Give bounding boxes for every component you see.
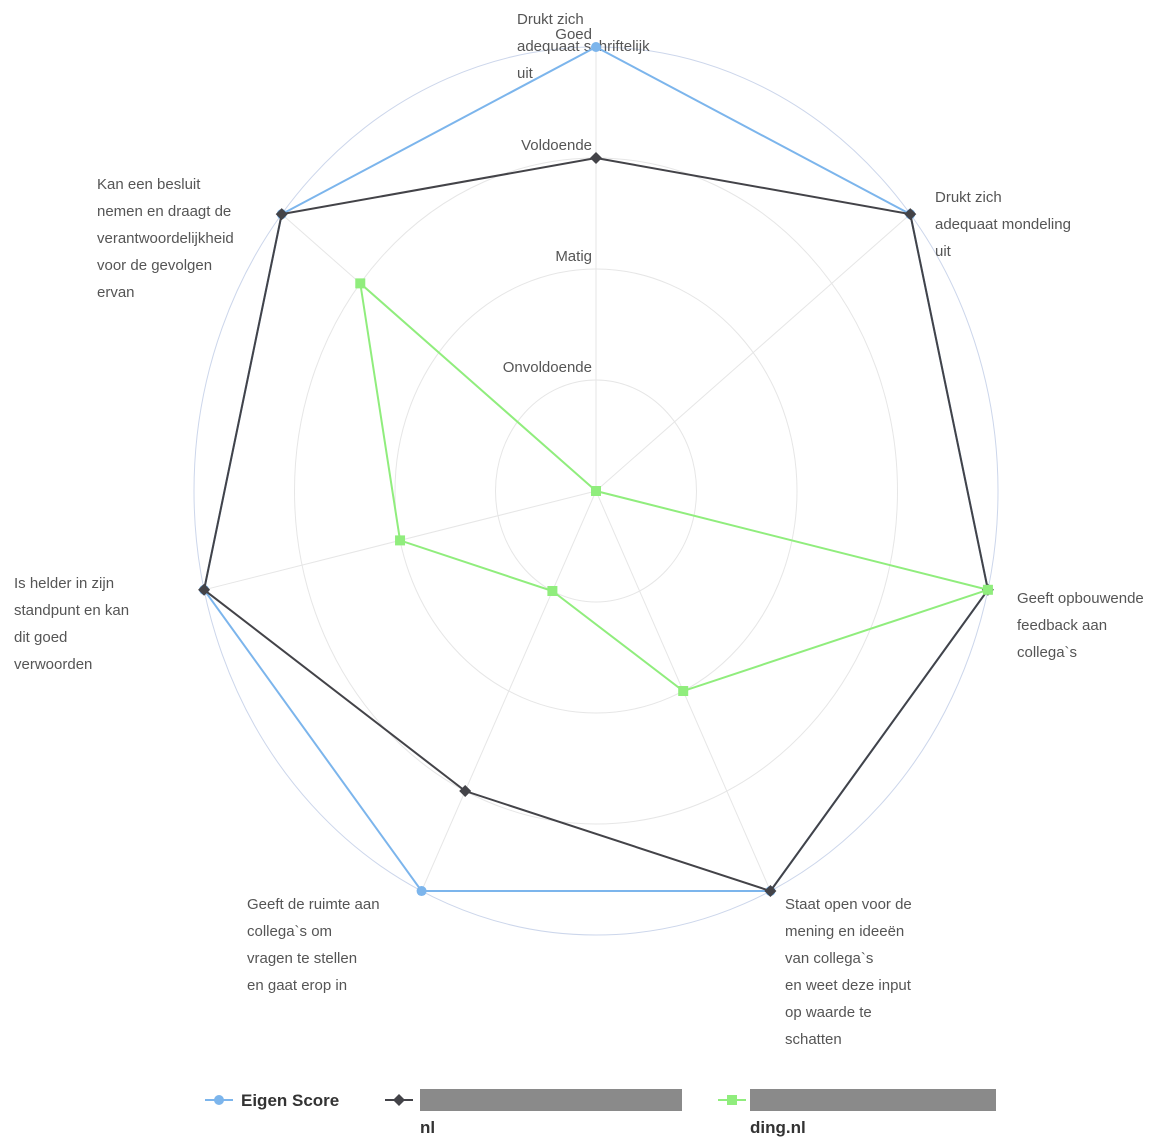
redaction	[750, 1089, 996, 1111]
legend-item: Eigen Score	[205, 1091, 339, 1110]
point	[982, 584, 993, 595]
y-tick-label: Matig	[555, 248, 592, 265]
point	[678, 686, 689, 697]
category-label: Geeft opbouwende feedback aan collega`s	[1017, 590, 1144, 661]
point	[547, 586, 558, 597]
point	[727, 1095, 737, 1105]
point	[275, 208, 288, 221]
redaction	[420, 1089, 682, 1111]
series-line	[358, 280, 992, 693]
legend-item: nl	[385, 1094, 435, 1137]
point	[198, 583, 211, 596]
point	[904, 208, 917, 221]
point	[591, 486, 601, 496]
y-tick-label: Onvoldoende	[503, 359, 592, 376]
series-line	[202, 156, 989, 893]
legend-label: ding.nl	[750, 1118, 806, 1137]
legend-label: Eigen Score	[241, 1091, 339, 1110]
legend-label: nl	[420, 1118, 435, 1137]
category-label: Drukt zich adequaat schriftelijk uit	[517, 11, 650, 82]
category-label: Geeft de ruimte aan collega`s om vragen te…	[247, 896, 380, 994]
y-tick-label: Voldoende	[521, 137, 592, 154]
category-label: Kan een besluit nemen en draagt de verantw…	[97, 176, 234, 301]
point	[355, 278, 366, 289]
category-label: Staat open voor de mening en ideeën van co…	[785, 896, 912, 1048]
point	[459, 785, 472, 798]
legend-item: ding.nl	[718, 1095, 806, 1137]
category-label: Drukt zich adequaat mondeling uit	[935, 189, 1071, 260]
spoke	[595, 213, 911, 492]
point	[764, 885, 777, 898]
point	[214, 1095, 224, 1105]
point	[416, 886, 427, 897]
category-label: Is helder in zijn standpunt en kan dit goe…	[14, 575, 129, 673]
point	[393, 1094, 405, 1106]
point	[591, 42, 601, 52]
point	[590, 152, 602, 164]
spoke	[421, 490, 597, 892]
point	[395, 535, 406, 546]
y-tick-label: Goed	[555, 26, 592, 43]
